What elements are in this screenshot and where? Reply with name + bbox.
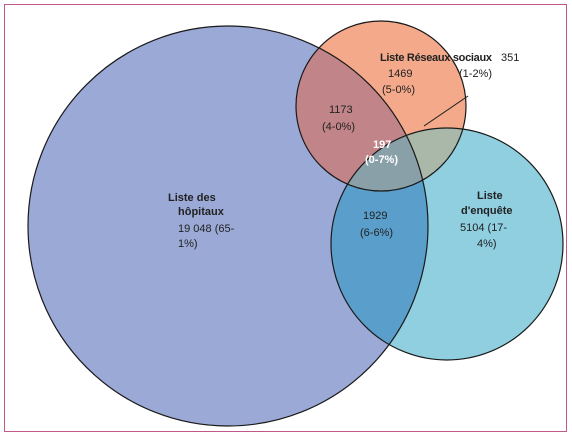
survey-outline [330, 127, 564, 361]
social-outline [295, 20, 467, 192]
hospitals-name-line1: Liste des [168, 192, 216, 204]
hosp-social-count: 1173 [329, 104, 353, 116]
social-survey-pct: (1-2%) [459, 68, 492, 80]
hosp-social-pct: (4-0%) [322, 121, 355, 133]
social-count: 1469 [388, 68, 412, 80]
triple-pct: (0-7%) [365, 154, 398, 166]
social-name: Liste Réseaux sociaux [380, 52, 493, 64]
hosp-survey-pct: (6-6%) [360, 227, 393, 239]
hospitals-outline [27, 25, 429, 427]
social-survey-count: 351 [501, 52, 519, 64]
social-pct: (5-0%) [382, 84, 415, 96]
survey-count: 5104 (17- [460, 222, 507, 234]
hosp-survey-count: 1929 [363, 210, 387, 222]
survey-name-line2: d'enquête [461, 205, 513, 217]
hospitals-count-line1: 19 048 (65- [178, 223, 235, 235]
figure-frame [4, 4, 567, 432]
hospitals-name-line2: hôpitaux [178, 206, 225, 218]
survey-name-line1: Liste [477, 190, 503, 202]
hospitals-count-line2: 1%) [178, 238, 198, 250]
leader-line [423, 95, 469, 127]
triple-count: 197 [373, 139, 391, 151]
survey-pct: 4%) [477, 238, 497, 250]
triple-overlap [331, 128, 428, 191]
